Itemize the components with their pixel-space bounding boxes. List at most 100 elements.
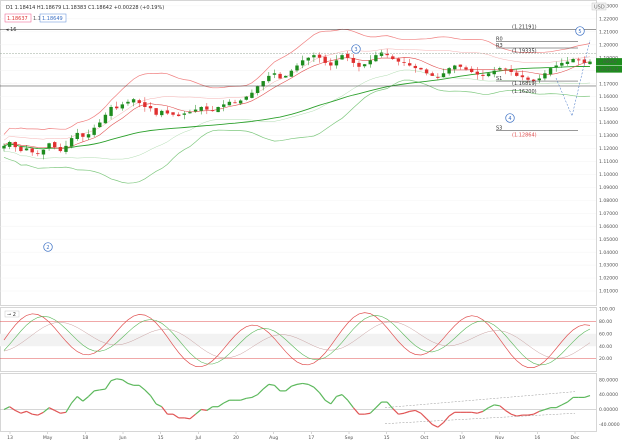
candle-body — [396, 58, 401, 62]
candle-body — [368, 60, 372, 65]
candle-body — [126, 101, 130, 104]
time-tick-label: May — [43, 435, 53, 441]
momentum-segment — [43, 407, 50, 413]
countdown-label: 13:49:34 — [598, 67, 619, 73]
candle-body — [554, 65, 558, 68]
momentum-segment — [319, 392, 326, 401]
momentum-segment — [9, 406, 16, 411]
pivot-label: (1.16819) — [512, 81, 537, 87]
candle-body — [160, 110, 164, 116]
pivot-label: R0 — [496, 37, 503, 43]
momentum-segment — [60, 411, 67, 414]
pivot-label: (1.19335) — [512, 48, 537, 54]
candle-body — [362, 64, 367, 67]
slow-moving-average — [3, 66, 591, 150]
time-tick-label: Aug — [269, 435, 278, 441]
price-tick-label: 1.01000 — [599, 289, 618, 295]
wave-label: 2 — [46, 245, 49, 251]
momentum-segment — [437, 422, 444, 428]
momentum-segment — [274, 384, 281, 392]
candle-body — [114, 106, 119, 109]
price-tick-label: 1.16000 — [599, 94, 618, 100]
candle-body — [543, 73, 547, 79]
momentum-segment — [285, 385, 292, 392]
candle-body — [577, 59, 581, 61]
price-tick-label: 1.09000 — [599, 185, 618, 191]
momentum-segment — [144, 389, 151, 396]
candle-body — [41, 149, 46, 155]
candle-body — [86, 134, 91, 138]
momentum-segment — [217, 402, 225, 408]
momentum-segment — [516, 414, 523, 417]
momentum-segment — [184, 417, 191, 420]
candle-body — [492, 70, 496, 75]
candle-body — [233, 102, 237, 104]
momentum-upper-trend — [384, 391, 576, 408]
candle-body — [278, 73, 282, 79]
price-tick-label: 1.10000 — [599, 172, 618, 178]
price-tick-label: 1.08000 — [599, 198, 618, 204]
candle-body — [526, 77, 530, 80]
momentum-segment — [409, 409, 416, 412]
candle-body — [30, 148, 34, 153]
candle-body — [182, 113, 187, 115]
collapse-toggle[interactable]: ◂ 16 — [6, 27, 16, 33]
momentum-segment — [364, 412, 371, 415]
time-tick-label: Sep — [345, 435, 354, 441]
momentum-segment — [223, 399, 230, 404]
stochastic-slow-line — [3, 321, 591, 359]
time-tick-label: Oct — [420, 435, 428, 441]
momentum-segment — [116, 378, 123, 381]
momentum-segment — [431, 423, 439, 428]
candle-body — [64, 145, 68, 152]
stochastic-settings[interactable] — [4, 310, 20, 318]
stochastic-tick-label: 80.00 — [599, 319, 612, 325]
stochastic-tick-label: 100.00 — [599, 307, 615, 313]
candle-body — [391, 56, 395, 60]
fast-moving-average — [3, 57, 591, 149]
wave-marker — [43, 242, 53, 252]
momentum-segment — [82, 396, 89, 402]
momentum-segment — [296, 382, 303, 385]
momentum-segment — [308, 383, 315, 388]
candle-body — [109, 106, 113, 116]
candle-body — [441, 73, 446, 78]
candle-body — [548, 68, 553, 75]
candle-body — [216, 106, 220, 113]
candle-body — [306, 57, 310, 61]
candle-body — [272, 73, 277, 75]
stochastic-tick-label: 40.00 — [599, 344, 612, 350]
momentum-segment — [398, 412, 405, 415]
candle-body — [537, 78, 541, 81]
candle-body — [69, 138, 74, 147]
candle-body — [244, 96, 248, 100]
candle-body — [289, 70, 294, 77]
momentum-segment — [3, 406, 10, 411]
candle-body — [312, 55, 316, 58]
momentum-segment — [482, 407, 489, 412]
candle-body — [419, 67, 423, 70]
candle-body — [329, 62, 333, 66]
candle-body — [531, 79, 536, 82]
candle-body — [385, 53, 389, 56]
time-tick-label: Jul — [195, 435, 202, 441]
momentum-segment — [110, 378, 117, 382]
candle-body — [424, 69, 429, 74]
currency-corner-box — [591, 2, 607, 11]
currency-corner: USD — [594, 5, 605, 11]
candle-body — [120, 104, 125, 109]
pivot-label: (1.16200) — [512, 89, 537, 95]
momentum-segment — [471, 411, 478, 414]
candle-body — [154, 108, 158, 115]
candle-body — [458, 64, 463, 67]
candle-body — [588, 61, 592, 65]
pivot-label: S3 — [496, 125, 502, 131]
momentum-segment — [37, 411, 44, 416]
candle-body — [210, 110, 215, 112]
candle-body — [222, 104, 226, 107]
candle-body — [379, 52, 384, 56]
candle-body — [430, 73, 434, 76]
lower-inner-band — [3, 69, 591, 160]
momentum-segment — [65, 402, 73, 413]
stochastic-settings-icon: ⊸ 2 — [7, 312, 16, 318]
